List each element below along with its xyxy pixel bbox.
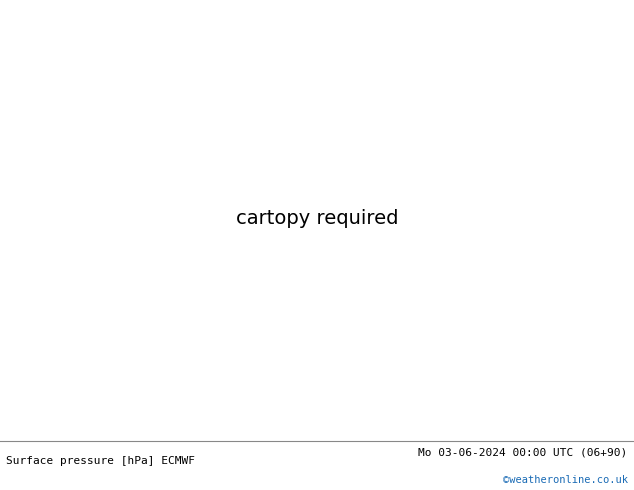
Text: Mo 03-06-2024 00:00 UTC (06+90): Mo 03-06-2024 00:00 UTC (06+90) bbox=[418, 447, 628, 458]
Text: ©weatheronline.co.uk: ©weatheronline.co.uk bbox=[503, 475, 628, 485]
Text: cartopy required: cartopy required bbox=[236, 210, 398, 228]
Text: Surface pressure [hPa] ECMWF: Surface pressure [hPa] ECMWF bbox=[6, 456, 195, 466]
